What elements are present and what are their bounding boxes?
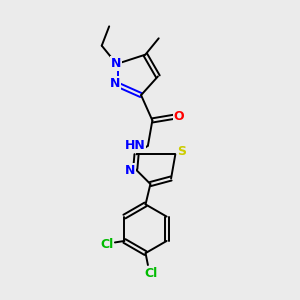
Text: S: S bbox=[177, 145, 186, 158]
Text: N: N bbox=[125, 164, 135, 177]
Text: N: N bbox=[110, 77, 120, 90]
Text: N: N bbox=[111, 57, 121, 70]
Text: Cl: Cl bbox=[100, 238, 114, 251]
Text: HN: HN bbox=[125, 139, 146, 152]
Text: O: O bbox=[174, 110, 184, 123]
Text: Cl: Cl bbox=[145, 267, 158, 280]
